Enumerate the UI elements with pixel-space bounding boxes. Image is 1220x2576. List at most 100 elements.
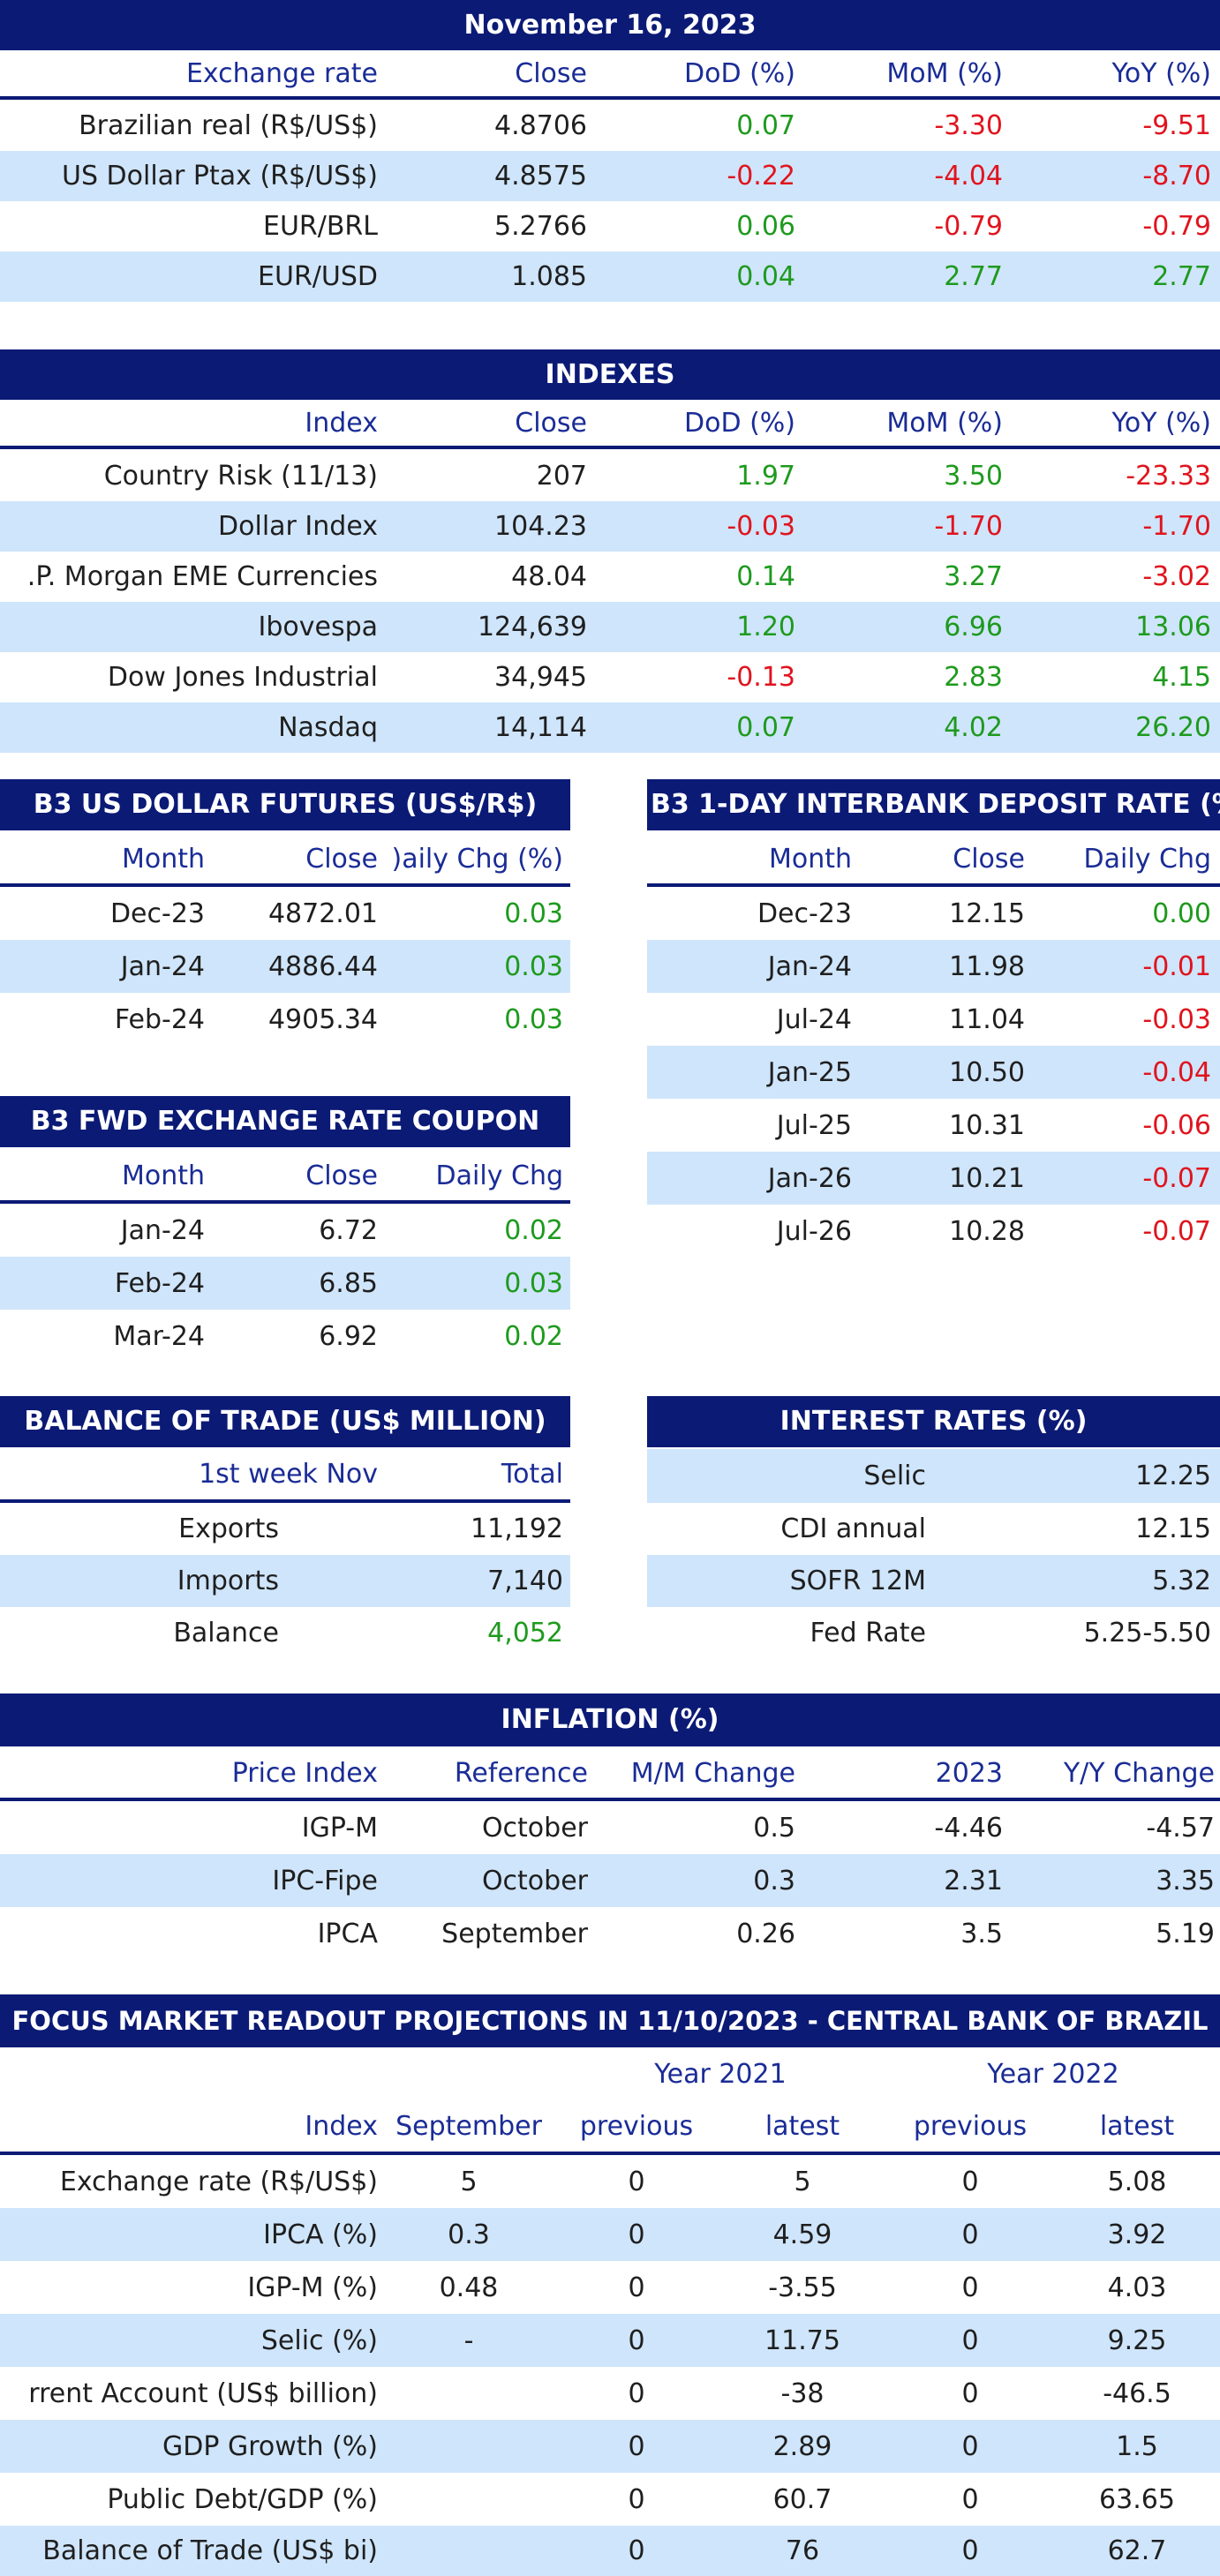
chg-value: -0.04 <box>1142 1056 1211 1088</box>
fwd-coupon-header: Month Close Daily Chg <box>0 1151 570 1204</box>
mom-value: 4.02 <box>944 712 1003 743</box>
close-value: 207 <box>536 461 587 492</box>
dod-value: -0.22 <box>727 161 795 192</box>
col-header: DoD (%) <box>683 407 795 439</box>
table-row: Jan-24 6.72 0.02 <box>0 1204 570 1257</box>
table-row: Exchange rate (R$/US$) 5 0 5 0 5.08 <box>0 2155 1220 2208</box>
mom-value: -1.70 <box>934 511 1003 542</box>
row-label: Fed Rate <box>810 1618 926 1648</box>
table-row: IGP-M October 0.5 -4.46 -4.57 <box>0 1801 1220 1854</box>
month-label: Jul-26 <box>776 1215 852 1247</box>
yoy-value: 4.15 <box>1152 662 1211 693</box>
col-header: Close <box>305 1160 378 1191</box>
interbank-header: Month Close Daily Chg <box>647 834 1220 887</box>
rate-value: 5.32 <box>1152 1566 1211 1596</box>
rate-value: 12.15 <box>1135 1513 1211 1544</box>
mom-value: -0.79 <box>934 211 1003 242</box>
september-value: 0.48 <box>439 2272 499 2303</box>
table-row: IPCA September 0.26 3.5 5.19 <box>0 1907 1220 1960</box>
latest-2022-value: -46.5 <box>1103 2377 1171 2409</box>
table-row: Nasdaq 14,114 0.07 4.02 26.20 <box>0 702 1220 753</box>
table-row: IGP-M (%) 0.48 0 -3.55 0 4.03 <box>0 2261 1220 2314</box>
table-row: SOFR 12M 5.32 <box>647 1555 1220 1607</box>
chg-value: -0.03 <box>1142 1003 1211 1035</box>
row-label: Nasdaq <box>278 712 378 743</box>
close-value: 34,945 <box>494 662 587 693</box>
latest-2022-value: 1.5 <box>1116 2430 1158 2462</box>
chg-value: 0.00 <box>1152 897 1211 929</box>
dod-value: 0.06 <box>736 211 795 242</box>
col-header: Month <box>121 843 205 875</box>
dod-value: -0.13 <box>727 662 795 693</box>
trade-title: BALANCE OF TRADE (US$ MILLION) <box>0 1396 570 1447</box>
row-label: Public Debt/GDP (%) <box>107 2483 378 2515</box>
col-header: Daily Chg <box>1083 843 1211 875</box>
table-row: Mar-24 6.92 0.02 <box>0 1310 570 1363</box>
close-value: 4.8575 <box>494 161 587 192</box>
dod-value: 0.14 <box>736 561 795 592</box>
yoy-value: -0.79 <box>1142 211 1211 242</box>
latest-2022-value: 4.03 <box>1107 2272 1167 2303</box>
month-label: Jan-24 <box>767 950 852 982</box>
rate-value: 5.25-5.50 <box>1083 1618 1211 1648</box>
row-label: Balance of Trade (US$ bi) <box>42 2535 378 2566</box>
month-label: Feb-24 <box>114 1267 205 1299</box>
row-label: Balance <box>173 1618 279 1648</box>
close-value: 4905.34 <box>267 1003 378 1035</box>
table-row: Dec-23 12.15 0.00 <box>647 887 1220 940</box>
table-row: Public Debt/GDP (%) 0 60.7 0 63.65 <box>0 2473 1220 2526</box>
close-value: 10.21 <box>949 1162 1025 1194</box>
table-row: Fed Rate 5.25-5.50 <box>647 1607 1220 1659</box>
row-label: .P. Morgan EME Currencies <box>26 561 378 592</box>
col-header: previous <box>579 2110 694 2142</box>
close-value: 6.92 <box>319 1320 378 1352</box>
row-label: IGP-M (%) <box>247 2272 378 2303</box>
row-label: IGP-M <box>301 1812 378 1844</box>
focus-header: Index September previous latest previous… <box>0 2100 1220 2155</box>
row-label: GDP Growth (%) <box>162 2430 378 2462</box>
latest-2022-value: 3.92 <box>1107 2219 1167 2250</box>
close-value: 4.8706 <box>494 110 587 141</box>
col-header: Reference <box>454 1757 588 1789</box>
month-label: Dec-23 <box>109 897 205 929</box>
month-label: Jan-25 <box>767 1056 852 1088</box>
table-row: IPCA (%) 0.3 0 4.59 0 3.92 <box>0 2208 1220 2261</box>
mom-value: 6.96 <box>944 612 1003 642</box>
latest-2021-value: -3.55 <box>768 2272 837 2303</box>
chg-value: 0.02 <box>504 1320 563 1352</box>
row-label: IPCA <box>317 1918 378 1949</box>
row-label: Selic (%) <box>260 2324 378 2356</box>
dod-value: 0.07 <box>736 110 795 141</box>
year-value: 3.5 <box>960 1918 1003 1949</box>
previous-2021-value: 0 <box>628 2483 645 2515</box>
col-header: Y/Y Change <box>1063 1757 1215 1789</box>
month-label: Jan-24 <box>120 1214 205 1246</box>
previous-2022-value: 0 <box>961 2483 979 2515</box>
table-row: .P. Morgan EME Currencies 48.04 0.14 3.2… <box>0 552 1220 602</box>
latest-2021-value: 4.59 <box>772 2219 832 2250</box>
row-label: CDI annual <box>780 1513 926 1544</box>
close-value: 10.31 <box>949 1109 1025 1141</box>
previous-2022-value: 0 <box>961 2324 979 2356</box>
previous-2022-value: 0 <box>961 2166 979 2197</box>
mom-value: 2.77 <box>944 261 1003 292</box>
table-row: rrent Account (US$ billion) 0 -38 0 -46.… <box>0 2367 1220 2420</box>
row-label: US Dollar Ptax (R$/US$) <box>62 161 378 192</box>
mm-value: 0.3 <box>753 1865 795 1896</box>
row-label: SOFR 12M <box>789 1566 926 1596</box>
september-value <box>383 2473 554 2526</box>
month-label: Jul-24 <box>776 1003 852 1035</box>
table-row: IPC-Fipe October 0.3 2.31 3.35 <box>0 1854 1220 1907</box>
row-label: IPC-Fipe <box>272 1865 378 1896</box>
indexes-header: Index Close DoD (%) MoM (%) YoY (%) <box>0 400 1220 449</box>
col-header: YoY (%) <box>1111 57 1211 89</box>
row-label: Exchange rate (R$/US$) <box>59 2166 378 2197</box>
col-header: September <box>395 2110 542 2142</box>
month-label: Dec-23 <box>757 897 852 929</box>
year-value: 2.31 <box>944 1865 1003 1896</box>
row-label: Dow Jones Industrial <box>107 662 378 693</box>
table-row: Jul-26 10.28 -0.07 <box>647 1205 1220 1258</box>
dod-value: 1.20 <box>736 612 795 642</box>
close-value: 104.23 <box>494 511 587 542</box>
table-row: Jan-24 11.98 -0.01 <box>647 940 1220 993</box>
